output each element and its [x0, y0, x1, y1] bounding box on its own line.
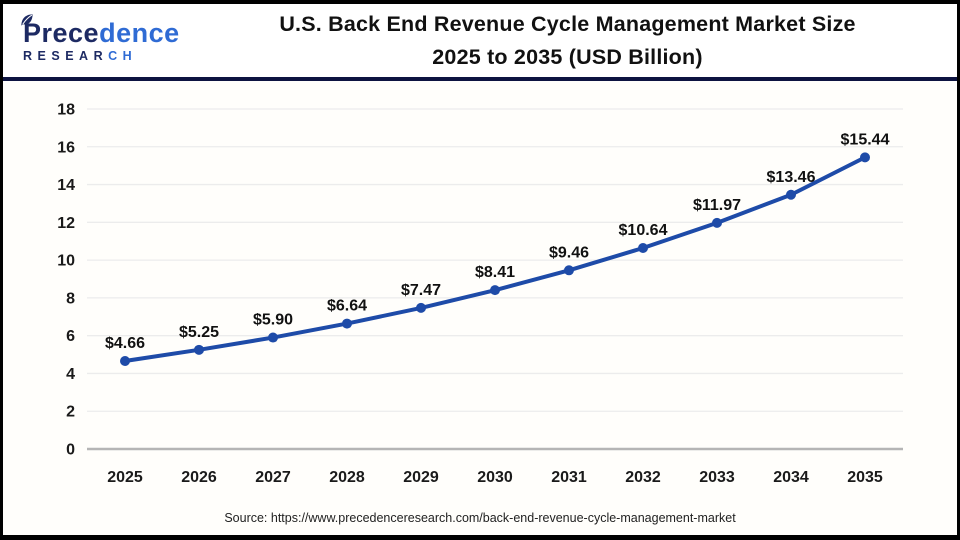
- x-tick-label: 2035: [847, 469, 883, 486]
- y-tick-label: 16: [57, 139, 75, 156]
- y-tick-label: 14: [57, 177, 75, 194]
- x-tick-label: 2029: [403, 469, 439, 486]
- title-line-1: U.S. Back End Revenue Cycle Management M…: [279, 11, 856, 36]
- x-tick-label: 2026: [181, 469, 217, 486]
- header: Precedence RESEARCH U.S. Back End Revenu…: [3, 4, 957, 81]
- logo-text-accent: dence: [99, 18, 180, 49]
- y-tick-label: 10: [57, 253, 75, 270]
- page-title: U.S. Back End Revenue Cycle Management M…: [208, 8, 957, 74]
- y-tick-label: 4: [66, 366, 75, 383]
- data-point-label: $5.90: [253, 312, 293, 329]
- y-tick-label: 6: [66, 328, 75, 345]
- data-point-label: $4.66: [105, 335, 145, 352]
- x-tick-label: 2033: [699, 469, 735, 486]
- source-caption: Source: https://www.precedenceresearch.c…: [3, 501, 957, 535]
- data-point: [712, 217, 722, 228]
- data-point-label: $11.97: [693, 197, 741, 214]
- precedence-research-logo: Precedence RESEARCH: [3, 14, 208, 63]
- data-point: [416, 302, 426, 313]
- data-point: [490, 285, 500, 296]
- data-point-label: $5.25: [179, 324, 219, 341]
- title-line-2: 2025 to 2035 (USD Billion): [432, 44, 703, 69]
- data-point-label: $15.44: [841, 131, 890, 148]
- x-tick-label: 2027: [255, 469, 291, 486]
- logo-subtitle: RESEARCH: [23, 50, 208, 63]
- data-point-label: $6.64: [327, 298, 367, 315]
- x-tick-label: 2031: [551, 469, 587, 486]
- data-point-label: $9.46: [549, 244, 589, 261]
- x-tick-label: 2030: [477, 469, 513, 486]
- data-point: [786, 189, 796, 200]
- chart-canvas: 0 2 4 6 8 10 12 14 16 18 2025 2026 2027 2028 2029 2030 2…: [57, 102, 903, 486]
- logo-subtitle-accent: CH: [108, 49, 138, 64]
- leaf-icon: [21, 14, 33, 26]
- data-point: [120, 355, 130, 366]
- y-tick-label: 0: [66, 442, 75, 459]
- x-tick-label: 2034: [773, 469, 809, 486]
- data-point: [342, 318, 352, 329]
- data-point-label: $7.47: [401, 282, 441, 299]
- y-tick-label: 12: [57, 215, 75, 232]
- data-point: [860, 152, 870, 163]
- logo-subtitle-primary: RESEAR: [23, 49, 109, 64]
- x-tick-label: 2032: [625, 469, 661, 486]
- logo-wordmark: Precedence: [21, 14, 180, 49]
- x-tick-label: 2028: [329, 469, 365, 486]
- data-point: [268, 332, 278, 343]
- y-tick-label: 2: [66, 404, 75, 421]
- data-line: [123, 155, 867, 363]
- logo-text-primary: Prece: [23, 18, 100, 49]
- x-tick-label: 2025: [107, 469, 143, 486]
- line-chart: 0 2 4 6 8 10 12 14 16 18 2025 2026 2027 2028 2029 2030 2…: [3, 81, 957, 501]
- y-tick-label: 8: [66, 290, 75, 307]
- data-point: [564, 265, 574, 276]
- y-tick-label: 18: [57, 102, 75, 119]
- data-point-label: $8.41: [475, 264, 515, 281]
- data-point: [194, 344, 204, 355]
- data-point: [638, 243, 648, 254]
- data-point-label: $13.46: [767, 169, 816, 186]
- data-point-label: $10.64: [619, 222, 668, 239]
